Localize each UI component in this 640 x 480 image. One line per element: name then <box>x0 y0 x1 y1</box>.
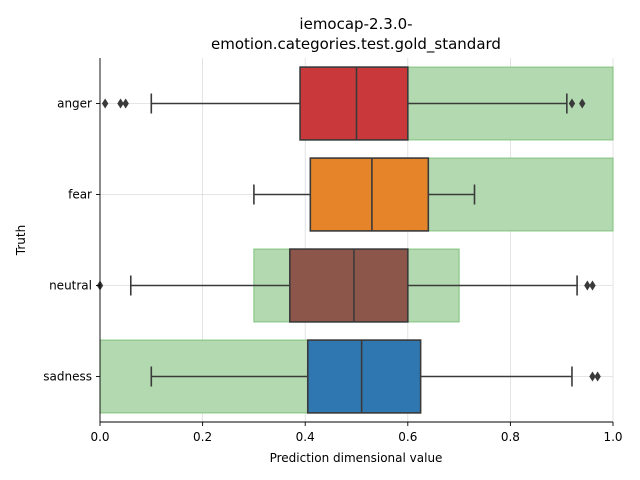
box-neutral <box>289 248 409 323</box>
outlier-anger-3 <box>568 98 576 109</box>
box-fear <box>309 157 430 232</box>
outlier-sadness-1 <box>594 371 601 382</box>
outlier-anger-4 <box>579 98 586 109</box>
x-tick-label-5: 1.0 <box>603 430 622 444</box>
outlier-neutral-1 <box>584 280 591 291</box>
outlier-anger-2 <box>122 98 129 109</box>
y-tick-label-sadness: sadness <box>43 370 92 384</box>
box-anger <box>299 66 409 141</box>
x-tick-label-3: 0.6 <box>398 430 417 444</box>
x-tick-label-4: 0.8 <box>501 430 520 444</box>
outlier-anger-0 <box>101 98 109 109</box>
x-axis-label: Prediction dimensional value <box>270 451 443 465</box>
chart-title-line-2: emotion.categories.test.gold_standard <box>211 35 501 54</box>
y-tick-label-anger: anger <box>57 97 92 111</box>
y-tick-label-neutral: neutral <box>49 279 92 293</box>
x-tick-label-2: 0.4 <box>296 430 315 444</box>
outlier-anger-1 <box>117 98 124 109</box>
box-series <box>96 66 601 414</box>
x-tick-label-1: 0.2 <box>193 430 212 444</box>
y-axis-label: Truth <box>14 225 28 256</box>
outlier-sadness-0 <box>589 371 596 382</box>
chart-title-line-1: iemocap-2.3.0- <box>299 15 412 33</box>
y-tick-label-fear: fear <box>68 188 92 202</box>
outlier-neutral-2 <box>589 280 596 291</box>
x-tick-label-0: 0.0 <box>90 430 109 444</box>
box-sadness <box>306 339 422 414</box>
axes: 0.0 0.2 0.4 0.6 0.8 1.0 anger fear neutral sadnes… <box>43 58 623 444</box>
